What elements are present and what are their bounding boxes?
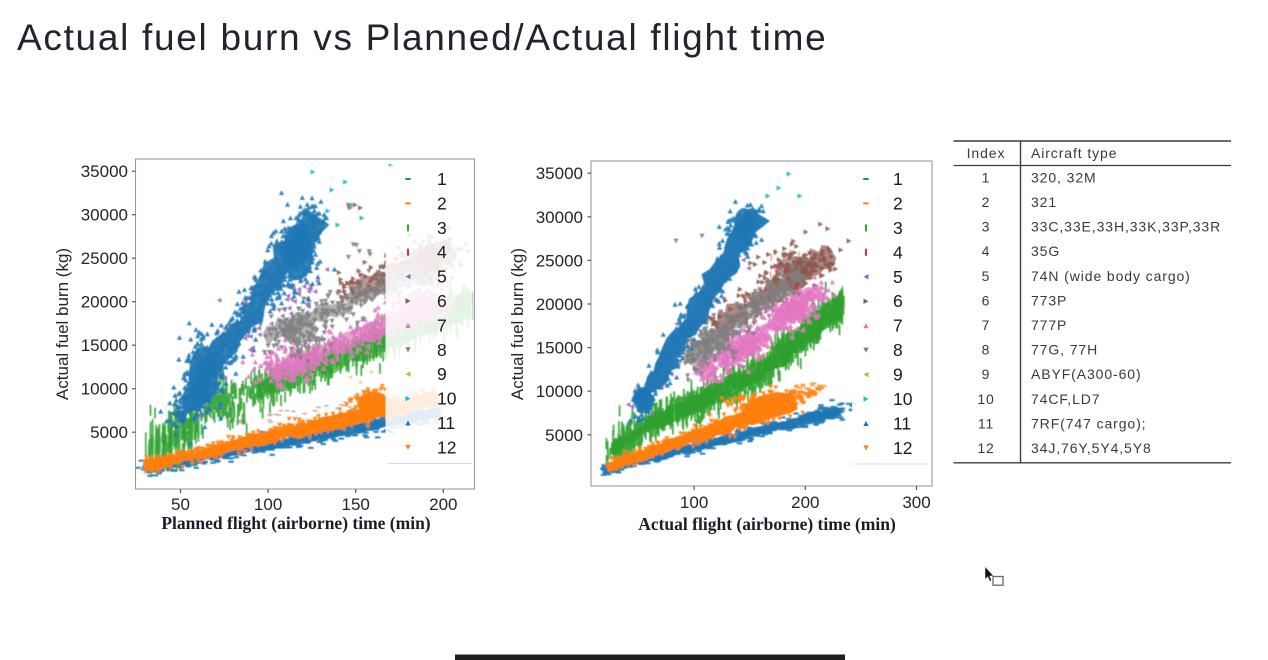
svg-text:4: 4 — [982, 243, 991, 259]
svg-text:35000: 35000 — [536, 164, 583, 183]
svg-text:35G: 35G — [1031, 243, 1060, 259]
svg-text:5000: 5000 — [545, 426, 583, 445]
svg-text:Actual fuel burn vs Planned/Ac: Actual fuel burn vs Planned/Actual fligh… — [17, 17, 827, 58]
svg-text:ABYF(A300-60): ABYF(A300-60) — [1031, 366, 1142, 382]
svg-text:150: 150 — [342, 495, 370, 514]
svg-text:6: 6 — [437, 291, 447, 311]
svg-text:12: 12 — [437, 437, 456, 457]
svg-text:Planned flight (airborne) time: Planned flight (airborne) time (min) — [161, 513, 430, 533]
svg-text:77G, 77H: 77G, 77H — [1031, 342, 1098, 358]
svg-text:20000: 20000 — [81, 293, 128, 312]
svg-text:74CF,LD7: 74CF,LD7 — [1031, 391, 1100, 407]
svg-text:5: 5 — [982, 268, 991, 284]
svg-text:34J,76Y,5Y4,5Y8: 34J,76Y,5Y4,5Y8 — [1031, 440, 1152, 456]
svg-text:35000: 35000 — [81, 162, 128, 181]
svg-text:10: 10 — [437, 389, 457, 409]
svg-text:7: 7 — [437, 315, 447, 335]
svg-text:Aircraft type: Aircraft type — [1031, 145, 1117, 161]
svg-text:300: 300 — [902, 493, 930, 512]
svg-text:7RF(747 cargo);: 7RF(747 cargo); — [1031, 415, 1146, 431]
svg-text:200: 200 — [791, 493, 819, 512]
svg-text:33C,33E,33H,33K,33P,33R: 33C,33E,33H,33K,33P,33R — [1031, 219, 1221, 235]
svg-text:10: 10 — [893, 389, 913, 409]
svg-text:8: 8 — [982, 342, 991, 358]
svg-text:12: 12 — [893, 438, 912, 458]
svg-text:74N (wide body cargo): 74N (wide body cargo) — [1031, 268, 1191, 284]
svg-text:11: 11 — [437, 413, 455, 433]
svg-text:50: 50 — [171, 495, 190, 514]
svg-text:1: 1 — [437, 169, 447, 189]
svg-text:20000: 20000 — [536, 295, 583, 314]
svg-text:11: 11 — [893, 414, 911, 434]
svg-text:3: 3 — [893, 218, 903, 238]
svg-text:10: 10 — [977, 391, 994, 407]
svg-text:Actual fuel burn (kg): Actual fuel burn (kg) — [508, 248, 527, 400]
svg-text:5000: 5000 — [90, 423, 128, 442]
svg-text:Actual fuel burn (kg): Actual fuel burn (kg) — [53, 248, 72, 400]
svg-text:777P: 777P — [1031, 317, 1067, 333]
svg-text:7: 7 — [893, 316, 903, 336]
svg-text:25000: 25000 — [81, 249, 128, 268]
svg-text:10000: 10000 — [81, 380, 128, 399]
svg-text:320, 32M: 320, 32M — [1031, 169, 1097, 185]
svg-text:2: 2 — [982, 194, 991, 210]
svg-text:6: 6 — [893, 291, 903, 311]
svg-text:2: 2 — [893, 193, 903, 213]
svg-text:Index: Index — [967, 145, 1006, 161]
svg-text:25000: 25000 — [536, 251, 583, 270]
svg-text:1: 1 — [982, 169, 991, 185]
svg-text:8: 8 — [893, 340, 903, 360]
svg-text:8: 8 — [437, 340, 447, 360]
svg-text:7: 7 — [982, 317, 991, 333]
svg-text:12: 12 — [977, 440, 994, 456]
svg-text:9: 9 — [982, 366, 991, 382]
svg-text:1: 1 — [893, 169, 903, 189]
svg-text:11: 11 — [978, 415, 994, 431]
svg-text:9: 9 — [437, 364, 447, 384]
svg-text:321: 321 — [1031, 194, 1057, 210]
svg-text:5: 5 — [437, 267, 447, 287]
svg-text:6: 6 — [982, 292, 991, 308]
svg-text:773P: 773P — [1031, 292, 1067, 308]
svg-text:4: 4 — [893, 242, 903, 262]
svg-text:3: 3 — [437, 218, 447, 238]
svg-text:9: 9 — [893, 365, 903, 385]
svg-text:3: 3 — [982, 219, 991, 235]
svg-text:4: 4 — [437, 242, 447, 262]
svg-text:15000: 15000 — [81, 336, 128, 355]
svg-text:10000: 10000 — [536, 382, 583, 401]
svg-text:30000: 30000 — [81, 206, 128, 225]
svg-text:200: 200 — [429, 495, 457, 514]
svg-text:100: 100 — [254, 495, 282, 514]
svg-text:100: 100 — [680, 493, 708, 512]
svg-text:5: 5 — [893, 267, 903, 287]
svg-text:30000: 30000 — [536, 208, 583, 227]
svg-text:2: 2 — [437, 193, 447, 213]
svg-text:15000: 15000 — [536, 339, 583, 358]
svg-text:Actual flight (airborne) time: Actual flight (airborne) time (min) — [638, 514, 896, 534]
